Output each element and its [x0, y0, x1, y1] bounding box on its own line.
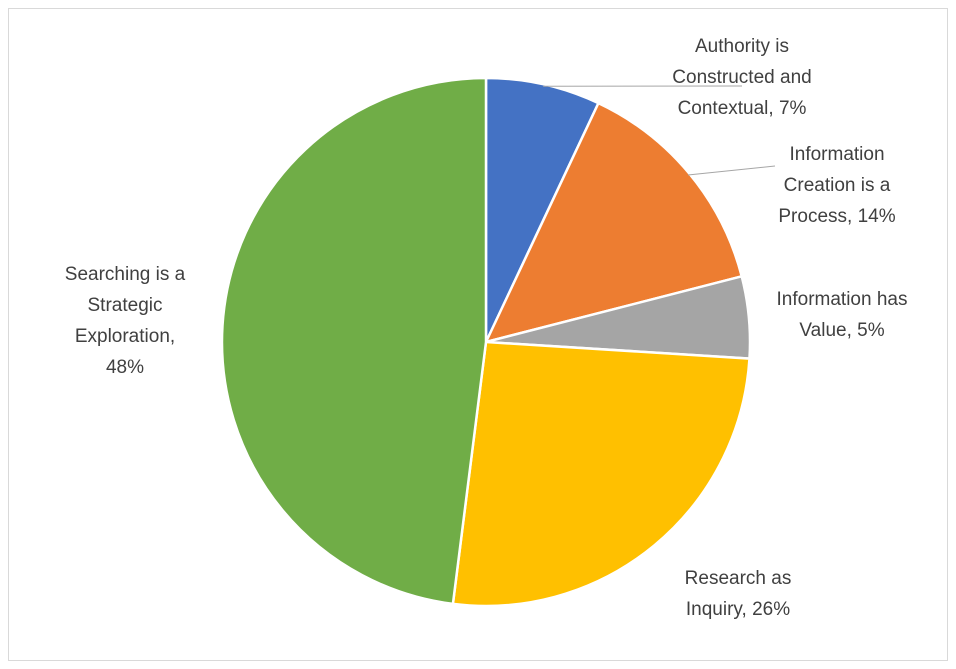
data-label-line: 48%: [106, 357, 144, 378]
data-label-information-creation-is-a-process: Information Creation is a Process, 14%: [778, 144, 895, 227]
data-label-line: Exploration,: [75, 326, 175, 347]
data-label-line: Research as: [685, 568, 792, 589]
data-label-line: Value, 5%: [799, 320, 884, 341]
data-label-line: Information has: [777, 289, 908, 310]
pie-slice-information-creation-is-a-process: [483, 101, 744, 344]
data-label-line: Process, 14%: [778, 206, 895, 227]
data-label-line: Information: [789, 144, 884, 165]
data-label-line: Authority is: [695, 36, 789, 57]
leader-line-information-creation-is-a-process: [687, 165, 776, 176]
data-label-line: Searching is a: [65, 264, 186, 285]
data-label-searching-is-a-strategic-exploration: Searching is a Strategic Exploration, 48%: [65, 264, 186, 378]
data-label-line: Contextual, 7%: [678, 98, 807, 119]
pie-slice-authority-is-constructed-and-contextual: [484, 76, 601, 343]
data-label-line: Strategic: [88, 295, 163, 316]
data-label-authority-is-constructed-and-contextual: Authority is Constructed and Contextual, 7…: [672, 36, 811, 119]
data-label-information-has-value: Information has Value, 5%: [777, 289, 908, 341]
leader-lines: [543, 85, 776, 176]
pie-slice-research-as-inquiry: [451, 340, 751, 608]
data-label-line: Inquiry, 26%: [686, 599, 790, 620]
slice-labels: Authority is Constructed and Contextual, 7…: [65, 36, 908, 620]
data-label-line: Creation is a: [784, 175, 891, 196]
pie-slice-searching-is-a-strategic-exploration: [220, 76, 488, 606]
pie-slices: [220, 76, 752, 608]
data-label-research-as-inquiry: Research as Inquiry, 26%: [685, 568, 792, 620]
data-label-line: Constructed and: [672, 67, 811, 88]
